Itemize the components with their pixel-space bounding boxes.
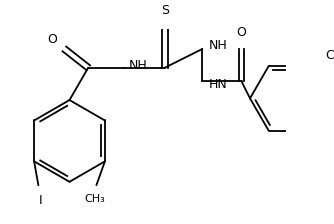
Text: Cl: Cl [325,49,334,62]
Text: O: O [236,26,246,39]
Text: S: S [161,4,169,17]
Text: O: O [48,32,57,45]
Text: HN: HN [209,78,228,91]
Text: I: I [38,194,42,207]
Text: CH₃: CH₃ [84,194,105,204]
Text: NH: NH [129,60,148,73]
Text: NH: NH [209,39,228,52]
